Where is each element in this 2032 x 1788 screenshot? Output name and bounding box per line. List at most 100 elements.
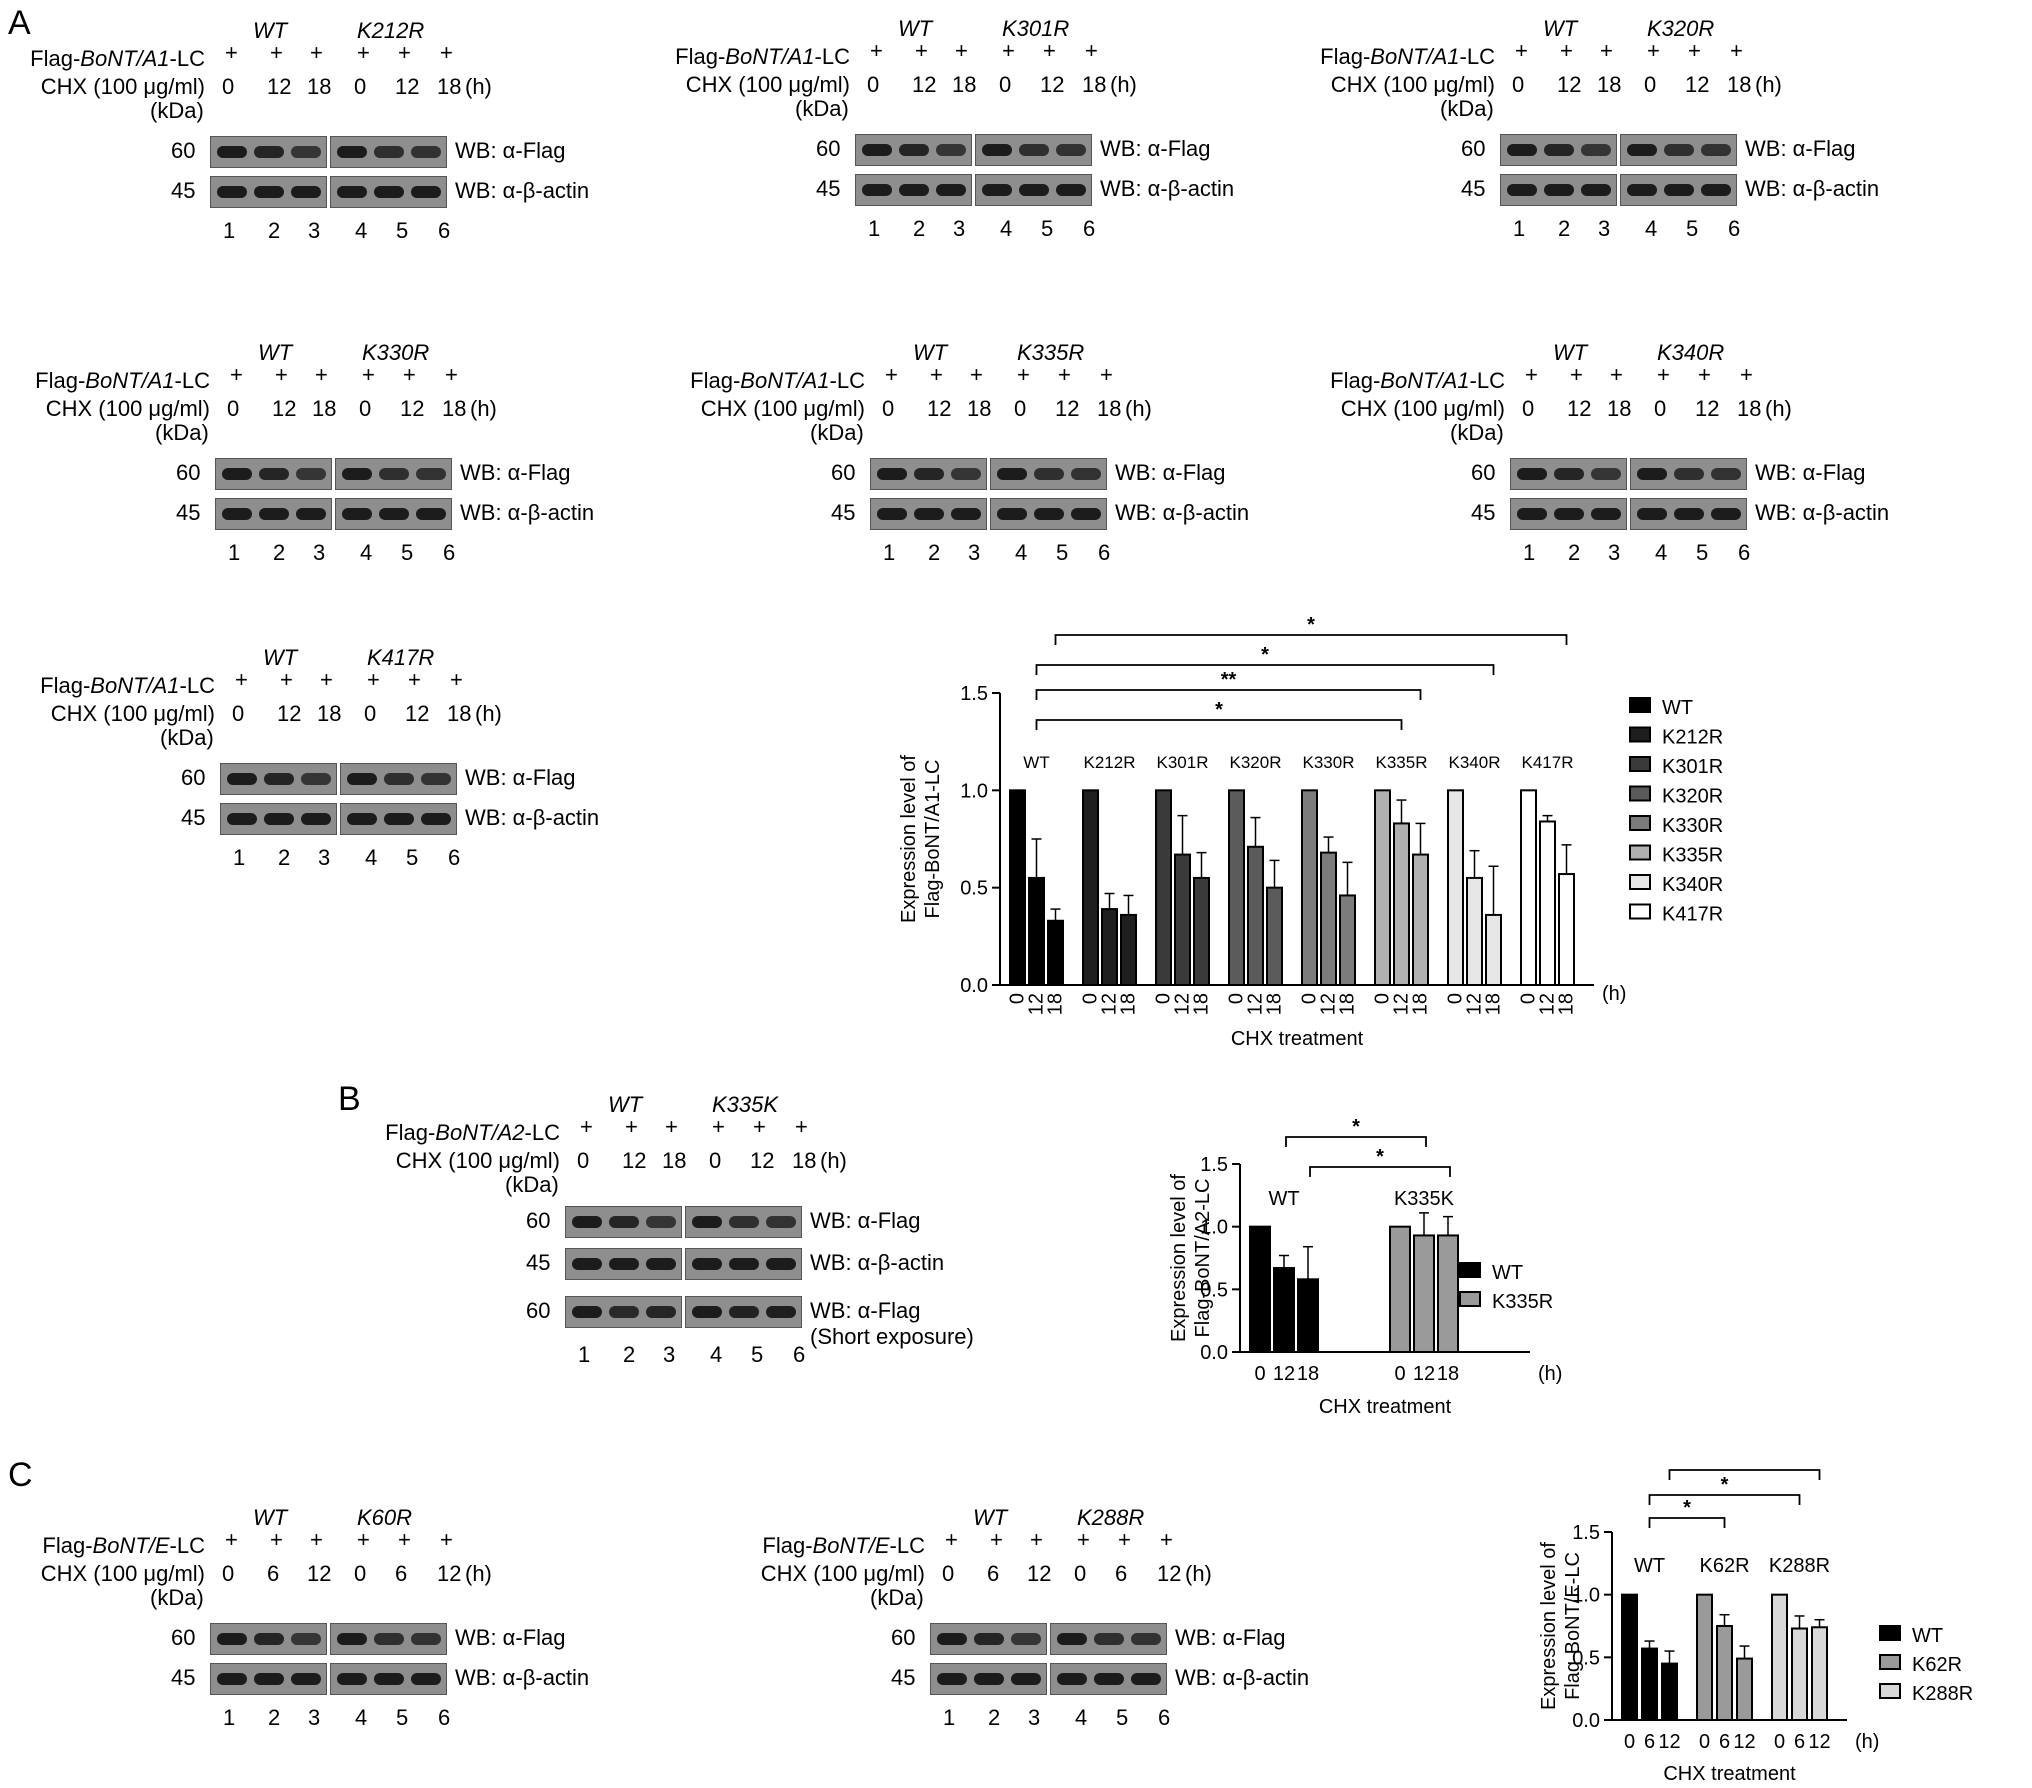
- svg-text:12: 12: [1172, 993, 1194, 1015]
- plus-sign: +: [1610, 362, 1623, 387]
- chx-label: CHX (100 μg/ml): [685, 72, 850, 97]
- time-point: 18: [1097, 396, 1122, 421]
- construct-suffix: -LC: [179, 673, 215, 698]
- time-point: 12: [1027, 1561, 1052, 1586]
- construct-label: Flag-BoNT/A1-LC: [1300, 368, 1505, 394]
- x-tick-label: 12: [1245, 993, 1267, 1015]
- wb-antibody-label: WB: α-β-actin: [1100, 176, 1235, 201]
- time-point: 0: [222, 74, 235, 99]
- time-point: 0: [1654, 396, 1667, 421]
- protein-band: [254, 146, 284, 158]
- mw-marker: 60: [1471, 460, 1496, 485]
- svg-text:0: 0: [1080, 993, 1102, 1004]
- blot-strip: [1500, 174, 1617, 206]
- protein-band: [416, 508, 446, 520]
- y-tick-label: 0.5: [960, 878, 988, 900]
- hour-unit: (h): [475, 701, 502, 726]
- blot-strip: [340, 803, 457, 835]
- protein-band: [766, 1258, 796, 1270]
- lane-number: 3: [1028, 1705, 1041, 1730]
- lane-number: 1: [233, 845, 246, 870]
- blot-strip: [210, 136, 327, 168]
- blot-strip: [870, 458, 987, 490]
- time-point: 12: [1055, 396, 1080, 421]
- x-tick-label: 18: [1191, 993, 1213, 1015]
- blot-k335r: WT K335R Flag-BoNT/A1-LC + + + + + + CHX (100 μg/…: [660, 340, 1249, 565]
- plus-sign: +: [1085, 38, 1098, 63]
- legend-entry: K288R: [1912, 1683, 1973, 1705]
- y-axis-label: Expression level of Flag-BoNT/A2-LC: [1168, 1174, 1214, 1342]
- protein-band: [1627, 144, 1657, 156]
- legend-entry: WT: [1912, 1625, 1943, 1647]
- lane-number: 3: [313, 540, 326, 565]
- chx-label: CHX (100 μg/ml): [760, 1561, 925, 1586]
- protein-band: [1057, 1673, 1087, 1685]
- lane-number: 6: [1098, 540, 1111, 565]
- y-axis-label-line1: Expression level of: [898, 755, 920, 923]
- plus-sign: +: [625, 1114, 638, 1139]
- construct-name: BoNT/A1: [725, 44, 815, 69]
- hour-unit: (h): [1755, 72, 1782, 97]
- lane-number: 5: [751, 1342, 764, 1367]
- plus-sign: +: [320, 667, 333, 692]
- x-unit: (h): [1538, 1363, 1562, 1385]
- mw-marker: 45: [171, 178, 196, 203]
- protein-band: [1056, 144, 1086, 156]
- construct-prefix: Flag-: [690, 368, 741, 393]
- bar: [1193, 876, 1210, 986]
- blot-k301r: WT K301R Flag-BoNT/A1-LC + + + + + + CHX (100 μg/…: [645, 16, 1234, 241]
- x-tick-label: 0: [1774, 1731, 1785, 1753]
- time-point: 0: [999, 72, 1012, 97]
- construct-prefix: Flag-: [385, 1120, 436, 1145]
- construct-name: BoNT/A1: [1380, 368, 1470, 393]
- legend-entry: K340R: [1662, 874, 1723, 896]
- protein-band: [384, 813, 414, 825]
- protein-band: [974, 1633, 1004, 1645]
- bar: [1716, 1625, 1733, 1721]
- protein-band: [1094, 1673, 1124, 1685]
- legend-entry: K335R: [1492, 1291, 1553, 1313]
- protein-band: [1637, 508, 1667, 520]
- lane-number: 4: [1075, 1705, 1088, 1730]
- y-tick-label: 1.5: [960, 683, 988, 705]
- x-unit: (h): [1855, 1731, 1879, 1753]
- wt-group-label: WT: [608, 1092, 643, 1117]
- protein-band: [997, 508, 1027, 520]
- group-label: K62R: [1699, 1555, 1749, 1577]
- bar: [1621, 1593, 1638, 1722]
- construct-prefix: Flag-: [1320, 44, 1371, 69]
- significance-mark: *: [1215, 699, 1223, 721]
- wb-antibody-label: WB: α-Flag: [1745, 136, 1856, 161]
- y-axis-label: Expression level of Flag-BoNT/A1-LC: [898, 755, 944, 923]
- blot-e-k288r: WT K288R Flag-BoNT/E-LC + + + + + + CHX (100 μg/m…: [720, 1505, 1309, 1730]
- lane-number: 3: [1598, 216, 1611, 241]
- protein-band: [937, 1673, 967, 1685]
- legend-entry: K212R: [1662, 727, 1723, 749]
- blot-strip: [565, 1248, 682, 1280]
- chart-a1-expression: 0.0 0.5 1.0 1.5 Expression level of Flag-BoNT…: [898, 614, 1723, 1050]
- protein-band: [254, 1633, 284, 1645]
- plus-sign: +: [225, 1527, 238, 1552]
- significance-mark: *: [1721, 1474, 1729, 1496]
- protein-band: [411, 1633, 441, 1645]
- protein-band: [877, 508, 907, 520]
- lane-number: 1: [943, 1705, 956, 1730]
- protein-band: [692, 1258, 722, 1270]
- hour-unit: (h): [1765, 396, 1792, 421]
- plus-sign: +: [403, 362, 416, 387]
- protein-band: [291, 1633, 321, 1645]
- wb-antibody-label: WB: α-Flag: [1175, 1625, 1286, 1650]
- bar: [1558, 873, 1575, 987]
- blot-strip: [990, 458, 1107, 490]
- plus-sign: +: [1058, 362, 1071, 387]
- wb-antibody-label: WB: α-β-actin: [460, 500, 595, 525]
- svg-text:12: 12: [1537, 993, 1559, 1015]
- protein-band: [862, 144, 892, 156]
- protein-band: [421, 813, 451, 825]
- svg-text:12: 12: [1099, 993, 1121, 1015]
- x-tick-label: 12: [1172, 993, 1194, 1015]
- time-point: 6: [267, 1561, 280, 1586]
- blot-strip: [330, 136, 447, 168]
- time-point: 6: [395, 1561, 408, 1586]
- plus-sign: +: [930, 362, 943, 387]
